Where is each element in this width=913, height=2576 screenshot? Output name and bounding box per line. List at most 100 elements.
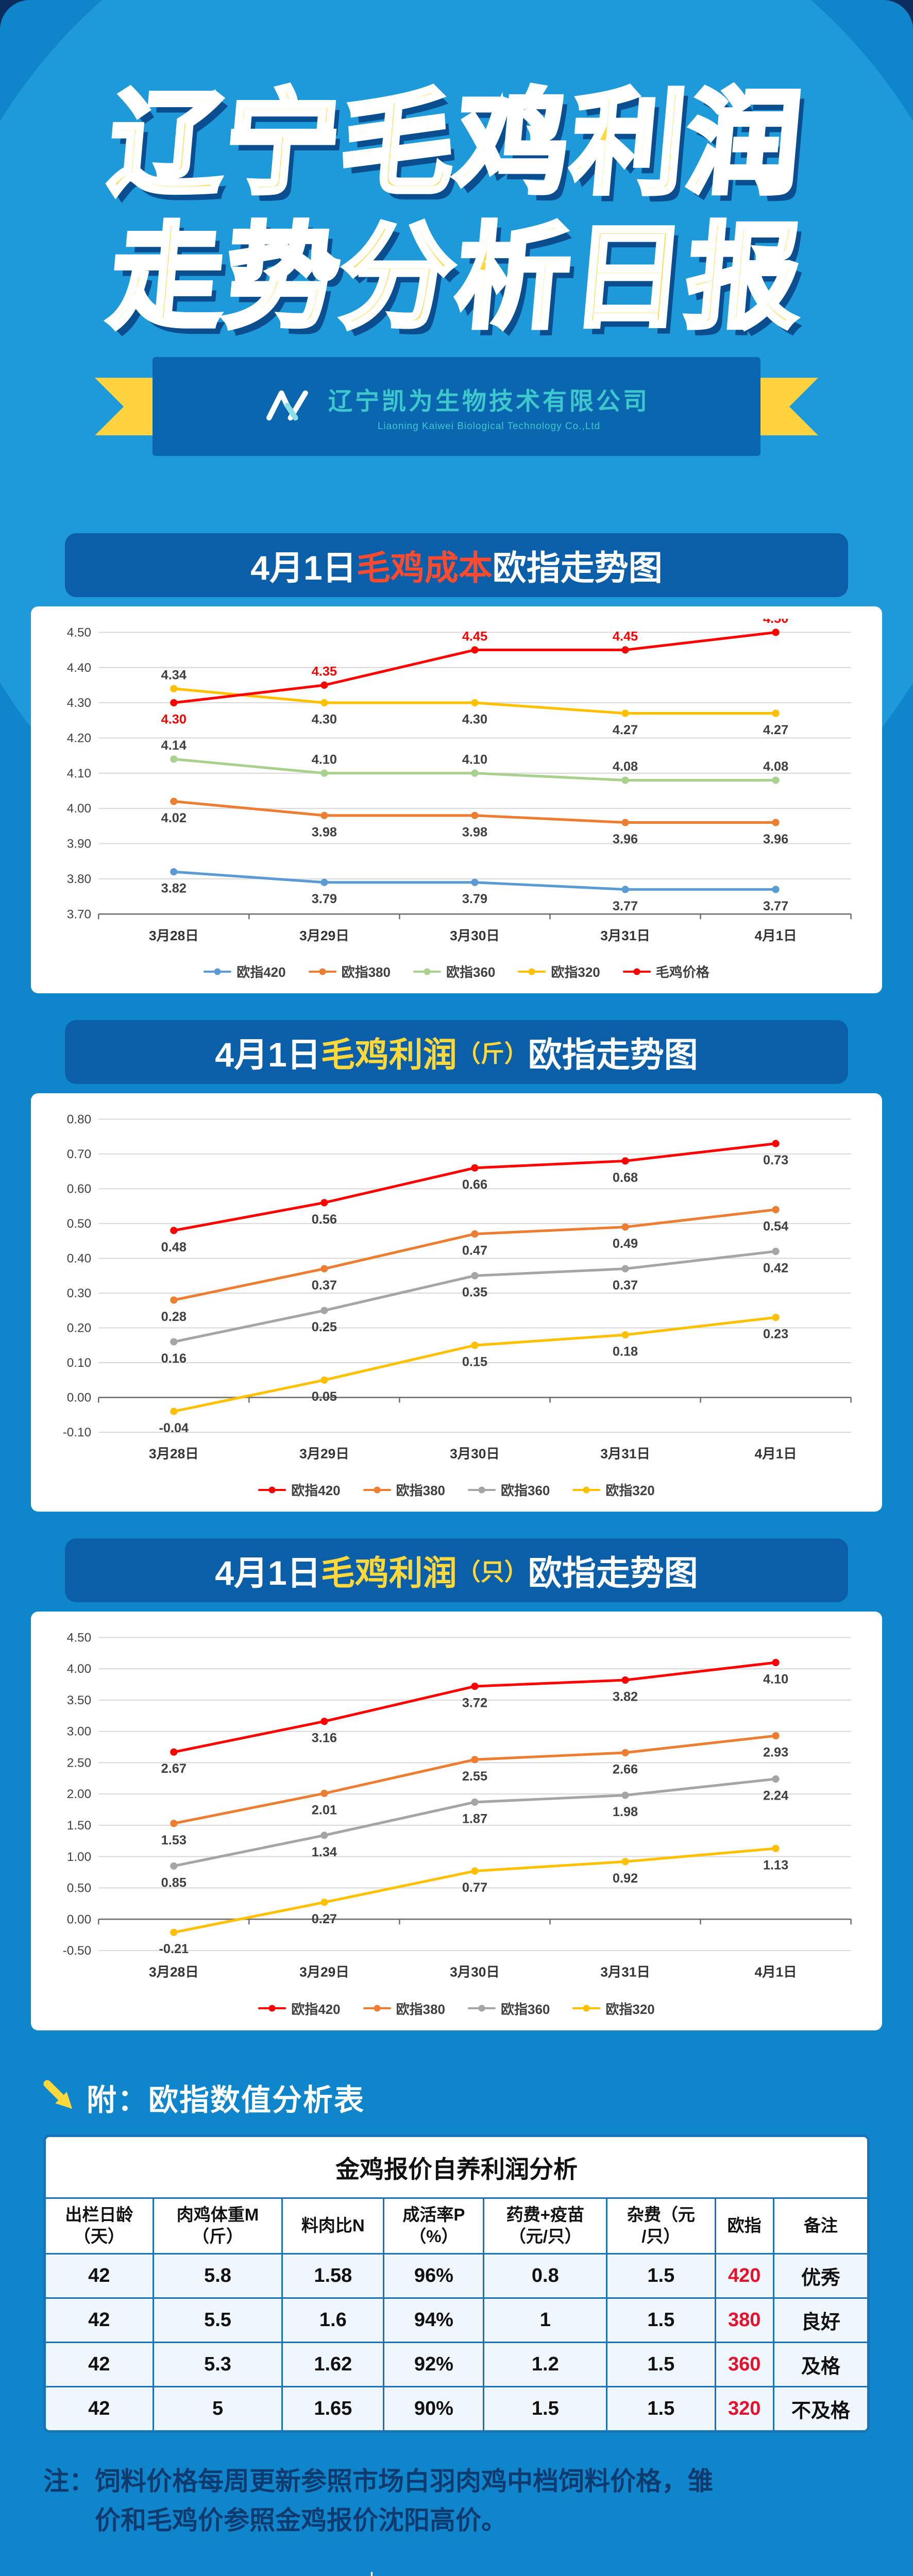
legend-item: 欧指380: [363, 1999, 445, 2018]
attachment-header: 附：欧指数值分析表: [43, 2076, 870, 2119]
table-cell: 良好: [772, 2297, 867, 2344]
svg-text:0.77: 0.77: [462, 1881, 487, 1895]
arrow-down-right-icon: [43, 2080, 75, 2114]
cost-chart-legend: 欧指420 欧指380 欧指360 欧指320 毛鸡价格: [46, 958, 867, 986]
svg-text:4.00: 4.00: [67, 802, 91, 816]
svg-text:2.50: 2.50: [67, 1756, 91, 1770]
legend-label: 欧指360: [501, 2001, 550, 2017]
svg-text:0.66: 0.66: [462, 1178, 487, 1192]
company-ribbon: 辽宁凯为生物技术有限公司 Liaoning Kaiwei Biological …: [95, 357, 818, 456]
svg-text:4.40: 4.40: [67, 661, 91, 675]
svg-text:3.77: 3.77: [613, 899, 638, 913]
svg-text:4.02: 4.02: [161, 811, 187, 825]
table-cell: 92%: [383, 2342, 485, 2388]
legend-label: 欧指380: [341, 964, 391, 980]
table-cell: 5.8: [152, 2253, 283, 2299]
table-cell: 0.8: [483, 2253, 608, 2299]
section-date: 4月1日: [215, 1554, 321, 1592]
svg-text:3.98: 3.98: [312, 825, 337, 839]
svg-text:3.98: 3.98: [462, 825, 487, 839]
svg-text:4.35: 4.35: [312, 665, 337, 679]
profit-zhi-line-chart: -0.50 0.00 0.50 1.00 1.50 2.00 2.50 3.00 3.50 4.0…: [63, 1631, 852, 1980]
svg-text:0.56: 0.56: [312, 1212, 337, 1227]
table-row: 42 5.8 1.58 96% 0.8 1.5 420 优秀: [46, 2253, 867, 2299]
table-cell: 360: [714, 2342, 774, 2388]
legend-label: 欧指380: [396, 1483, 445, 1499]
svg-text:3月30日: 3月30日: [450, 928, 500, 943]
svg-text:4.08: 4.08: [763, 759, 788, 774]
svg-text:0.85: 0.85: [161, 1876, 187, 1890]
table-row: 42 5.3 1.62 92% 1.2 1.5 360 及格: [46, 2342, 867, 2388]
table-cell: 42: [46, 2253, 154, 2299]
section-header-profit-jin: 4月1日 毛鸡利润 （斤） 欧指走势图: [65, 1020, 848, 1084]
svg-text:0.54: 0.54: [763, 1219, 788, 1234]
svg-text:0.23: 0.23: [763, 1327, 788, 1342]
svg-text:0.48: 0.48: [161, 1240, 187, 1255]
svg-text:0.25: 0.25: [312, 1320, 337, 1335]
svg-text:0.68: 0.68: [613, 1171, 638, 1185]
svg-text:0.92: 0.92: [613, 1871, 638, 1886]
table-cell: 420: [714, 2253, 774, 2299]
legend-label: 欧指360: [501, 1483, 550, 1499]
company-name-en: Liaoning Kaiwei Biological Technology Co…: [377, 420, 601, 432]
svg-text:0.30: 0.30: [67, 1286, 91, 1300]
svg-text:3.77: 3.77: [763, 899, 788, 913]
table-cell: 42: [46, 2386, 154, 2431]
legend-item: 欧指360: [413, 962, 495, 981]
table-cell: 5: [152, 2386, 283, 2431]
svg-text:0.00: 0.00: [67, 1391, 91, 1405]
svg-text:0.60: 0.60: [67, 1182, 91, 1196]
profit-zhi-chart-legend: 欧指420 欧指380 欧指360 欧指320: [46, 1995, 867, 2023]
table-cell: 1.5: [606, 2386, 716, 2431]
svg-text:0.47: 0.47: [462, 1244, 487, 1258]
svg-text:4月1日: 4月1日: [755, 1446, 797, 1462]
svg-text:0.27: 0.27: [312, 1912, 337, 1926]
table-cell: 5.5: [152, 2297, 283, 2344]
svg-text:0.28: 0.28: [161, 1310, 187, 1324]
svg-text:4.50: 4.50: [67, 1631, 91, 1645]
profit-zhi-chart-card: -0.50 0.00 0.50 1.00 1.50 2.00 2.50 3.00 3.50 4.0…: [31, 1612, 882, 2030]
svg-text:3月31日: 3月31日: [600, 1964, 650, 1980]
legend-label: 欧指420: [236, 964, 286, 980]
svg-text:1.34: 1.34: [312, 1845, 337, 1859]
svg-text:4.34: 4.34: [161, 668, 187, 683]
table-cell: 优秀: [772, 2253, 867, 2299]
section-date: 4月1日: [250, 549, 357, 587]
svg-text:4月1日: 4月1日: [755, 928, 797, 943]
cost-chart-card: 3.70 3.80 3.90 4.00 4.10 4.20 4.30 4.40 4.50 3月28…: [31, 606, 882, 994]
legend-item: 欧指420: [204, 962, 286, 981]
analysis-table-card: 金鸡报价自养利润分析 出栏日龄 （天） 肉鸡体重M （斤） 料肉比N 成活率P …: [43, 2134, 870, 2433]
svg-text:4.30: 4.30: [67, 696, 91, 710]
ribbon-panel: 辽宁凯为生物技术有限公司 Liaoning Kaiwei Biological …: [153, 357, 760, 456]
svg-text:3.80: 3.80: [67, 872, 91, 886]
svg-text:3.50: 3.50: [67, 1693, 91, 1707]
svg-text:3月31日: 3月31日: [600, 928, 650, 943]
legend-item: 毛鸡价格: [622, 962, 709, 981]
table-cell: 及格: [772, 2342, 867, 2388]
page-title-line1: 辽宁毛鸡利润: [103, 78, 811, 210]
svg-text:4.30: 4.30: [161, 713, 187, 727]
company-name: 辽宁凯为生物技术有限公司: [328, 387, 650, 415]
svg-text:0.37: 0.37: [613, 1279, 638, 1293]
svg-text:0.70: 0.70: [67, 1147, 91, 1161]
legend-label: 欧指360: [446, 964, 496, 980]
svg-text:3月30日: 3月30日: [450, 1964, 500, 1980]
svg-text:3.00: 3.00: [67, 1725, 91, 1739]
svg-text:4.20: 4.20: [67, 732, 91, 745]
svg-text:4.08: 4.08: [613, 759, 638, 774]
svg-text:4.10: 4.10: [763, 1672, 788, 1687]
table-cell: 1.5: [483, 2386, 608, 2431]
svg-text:3.79: 3.79: [462, 892, 487, 906]
section-rest: 欧指走势图: [492, 549, 663, 587]
svg-text:4.10: 4.10: [67, 767, 91, 781]
footnote: 注：饲料价格每周更新参照市场白羽肉鸡中档饲料价格，雏价和毛鸡价参照金鸡报价沈阳高…: [43, 2467, 713, 2535]
legend-item: 欧指380: [363, 1480, 445, 1499]
svg-text:2.55: 2.55: [462, 1769, 487, 1784]
company-logo-icon: [263, 388, 313, 426]
footer-divider: [370, 2572, 373, 2576]
svg-text:2.00: 2.00: [67, 1788, 91, 1802]
table-cell: 380: [714, 2297, 774, 2344]
svg-text:1.13: 1.13: [763, 1858, 788, 1873]
svg-text:3.90: 3.90: [67, 837, 91, 851]
